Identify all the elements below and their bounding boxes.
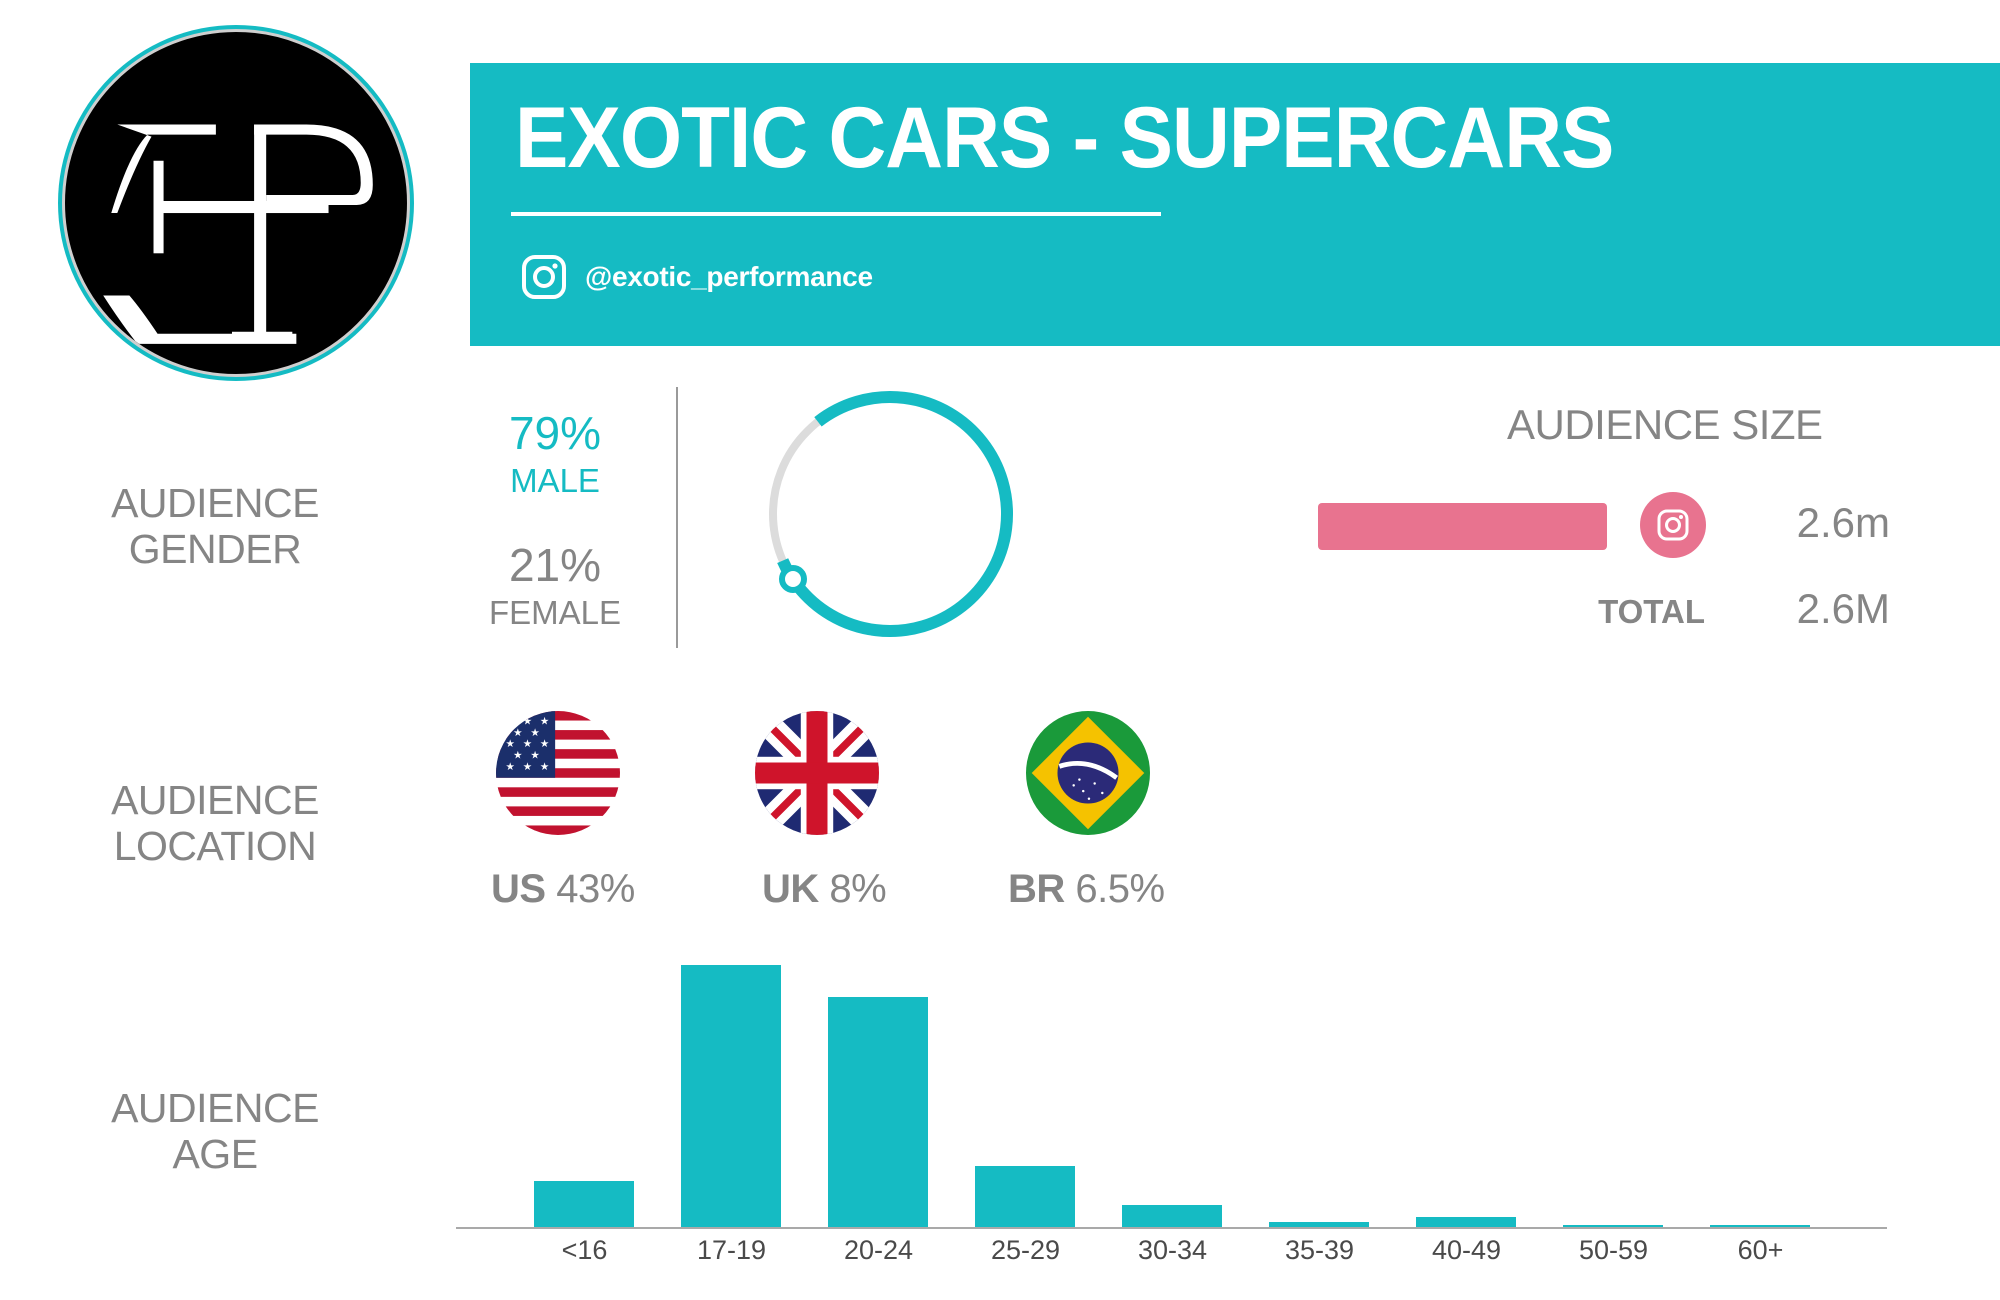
female-percentage: 21% <box>508 539 602 591</box>
location-uk: UK 8% <box>762 867 887 911</box>
label-line: AUDIENCE <box>111 480 319 526</box>
svg-text:★: ★ <box>513 727 522 739</box>
svg-text:★: ★ <box>513 750 522 762</box>
x-axis-line <box>456 1227 1887 1229</box>
country-percentage: 8% <box>829 867 887 911</box>
male-percentage: 79% <box>508 407 602 459</box>
x-tick-label: <16 <box>561 1235 608 1265</box>
country-code: UK <box>762 867 819 911</box>
location-us: US 43% <box>491 867 635 911</box>
label-line: GENDER <box>128 526 302 572</box>
svg-text:★: ★ <box>506 738 515 750</box>
svg-text:★: ★ <box>523 738 532 750</box>
age-bar <box>1122 1205 1222 1227</box>
svg-text:★: ★ <box>523 715 532 727</box>
donut-knob <box>779 565 807 593</box>
x-tick-label: 40-49 <box>1431 1235 1502 1265</box>
label-line: AUDIENCE <box>111 1085 319 1131</box>
logo-disc <box>62 29 410 377</box>
svg-text:★: ★ <box>540 761 549 773</box>
instagram-icon <box>521 254 567 300</box>
x-tick-label: 60+ <box>1737 1235 1784 1265</box>
age-bar <box>534 1181 634 1227</box>
total-label: TOTAL <box>1598 593 1705 630</box>
svg-text:★: ★ <box>530 727 539 739</box>
svg-text:★: ★ <box>540 738 549 750</box>
ep-monogram-icon <box>103 124 373 344</box>
age-bar <box>1710 1225 1810 1227</box>
instagram-handle-link[interactable]: @exotic_performance <box>585 261 873 292</box>
audience-size-title: AUDIENCE SIZE <box>1507 401 1823 448</box>
br-flag-icon <box>1026 711 1150 835</box>
x-tick-label: 25-29 <box>990 1235 1061 1265</box>
label-line: AGE <box>172 1131 258 1177</box>
brand-logo <box>58 25 414 381</box>
instagram-badge <box>1640 492 1706 558</box>
section-label-gender: AUDIENCE GENDER <box>60 480 370 572</box>
country-percentage: 43% <box>556 867 635 911</box>
male-label: MALE <box>510 462 600 499</box>
us-flag-icon: ★ ★ ★ ★ ★ ★ ★ ★ ★ ★ ★ ★ ★ <box>496 711 620 835</box>
page-title: EXOTIC CARS - SUPERCARS <box>515 90 1614 186</box>
x-tick-label: 50-59 <box>1578 1235 1649 1265</box>
age-bar <box>975 1166 1075 1227</box>
instagram-icon <box>1657 509 1689 541</box>
country-code: US <box>491 867 546 911</box>
svg-text:★: ★ <box>540 715 549 727</box>
gender-divider <box>676 387 678 648</box>
svg-text:★: ★ <box>506 715 515 727</box>
svg-text:★: ★ <box>530 750 539 762</box>
uk-flag-icon <box>755 711 879 835</box>
title-underline <box>511 212 1161 216</box>
male-arc <box>767 391 1013 637</box>
age-bar <box>1563 1225 1663 1227</box>
section-label-age: AUDIENCE AGE <box>60 1085 370 1177</box>
total-value: 2.6M <box>1796 585 1890 632</box>
age-bar <box>1269 1222 1369 1227</box>
country-code: BR <box>1008 867 1065 911</box>
x-tick-label: 20-24 <box>843 1235 914 1265</box>
label-line: AUDIENCE <box>111 777 319 823</box>
x-tick-label: 17-19 <box>696 1235 767 1265</box>
gender-donut-chart <box>760 384 1020 644</box>
svg-text:★: ★ <box>523 761 532 773</box>
x-tick-label: 30-34 <box>1137 1235 1208 1265</box>
label-line: LOCATION <box>113 823 317 869</box>
svg-text:★: ★ <box>506 761 515 773</box>
instagram-audience-bar <box>1318 503 1607 550</box>
location-br: BR 6.5% <box>1008 867 1165 911</box>
age-bar <box>828 997 928 1227</box>
female-label: FEMALE <box>488 594 622 631</box>
instagram-audience-value: 2.6m <box>1796 499 1890 546</box>
x-tick-label: 35-39 <box>1284 1235 1355 1265</box>
header-banner <box>470 63 2000 346</box>
country-percentage: 6.5% <box>1075 867 1165 911</box>
age-bar <box>1416 1217 1516 1227</box>
section-label-location: AUDIENCE LOCATION <box>60 777 370 869</box>
age-bar <box>681 965 781 1227</box>
